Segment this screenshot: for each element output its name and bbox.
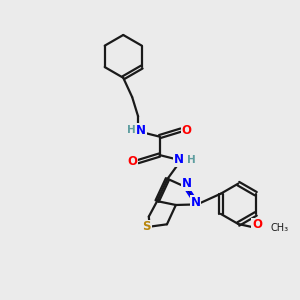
Text: CH₃: CH₃: [270, 223, 288, 232]
Text: O: O: [128, 155, 138, 168]
Text: N: N: [191, 196, 201, 208]
Text: O: O: [181, 124, 191, 136]
Text: O: O: [252, 218, 262, 231]
Text: N: N: [182, 177, 192, 190]
Text: S: S: [142, 220, 151, 233]
Text: H: H: [187, 154, 196, 164]
Text: N: N: [173, 153, 184, 166]
Text: H: H: [127, 125, 136, 135]
Text: N: N: [136, 124, 146, 137]
